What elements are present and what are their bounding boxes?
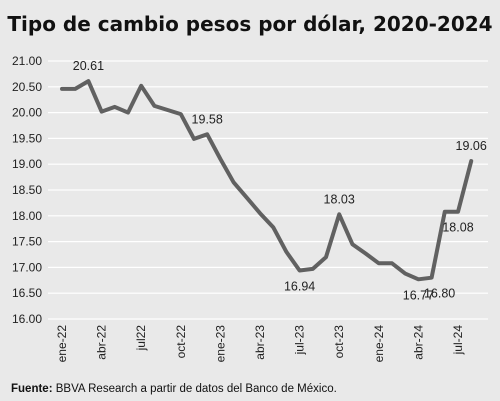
y-tick-label: 18.00 — [12, 209, 42, 223]
y-tick-label: 20.50 — [12, 80, 42, 94]
gridlines — [48, 60, 488, 320]
source-note: Fuente: BBVA Research a partir de datos … — [11, 383, 337, 395]
data-label: 16.94 — [284, 279, 315, 293]
data-label: 18.03 — [324, 192, 355, 206]
x-tick-label: abr-22 — [95, 325, 109, 360]
x-tick-label: oct-22 — [174, 325, 188, 359]
x-tick-label: ene-23 — [213, 325, 227, 363]
data-label: 16.80 — [424, 287, 455, 301]
y-tick-label: 21.00 — [12, 54, 42, 68]
data-label: 18.08 — [442, 221, 473, 235]
x-tick-label: abr-23 — [253, 325, 267, 360]
y-axis-ticks: 21.00 20.50 20.00 19.50 19.00 18.50 18.00 17.50… — [12, 54, 42, 326]
data-label: 16.77 — [403, 288, 434, 302]
x-axis-ticks: ene-22 abr-22 jul22 oct-22 ene-23 abr-23 jul-2… — [55, 325, 465, 363]
x-tick-label: ene-24 — [372, 325, 386, 363]
chart-title: Tipo de cambio pesos por dólar, 2020-202… — [7, 12, 492, 36]
y-tick-label: 16.00 — [12, 312, 42, 326]
x-tick-label: jul-24 — [451, 325, 465, 356]
x-tick-label: jul-23 — [293, 325, 307, 356]
y-tick-label: 20.00 — [12, 106, 42, 120]
x-tick-label: jul22 — [134, 325, 148, 352]
y-tick-label: 19.00 — [12, 157, 42, 171]
source-text: BBVA Research a partir de datos del Banc… — [53, 383, 337, 395]
x-tick-label: ene-22 — [55, 325, 69, 363]
x-tick-label: abr-24 — [411, 325, 425, 360]
x-tick-label: oct-23 — [332, 325, 346, 359]
series-line — [60, 79, 474, 282]
y-tick-label: 16.50 — [12, 286, 42, 300]
y-tick-label: 19.50 — [12, 131, 42, 145]
y-tick-label: 17.50 — [12, 235, 42, 249]
data-label: 20.61 — [73, 59, 104, 73]
y-tick-label: 17.00 — [12, 260, 42, 274]
source-label: Fuente: — [11, 383, 53, 395]
data-label: 19.58 — [192, 112, 223, 126]
y-tick-label: 18.50 — [12, 183, 42, 197]
data-label: 19.06 — [456, 139, 487, 153]
series-polyline — [60, 79, 474, 282]
